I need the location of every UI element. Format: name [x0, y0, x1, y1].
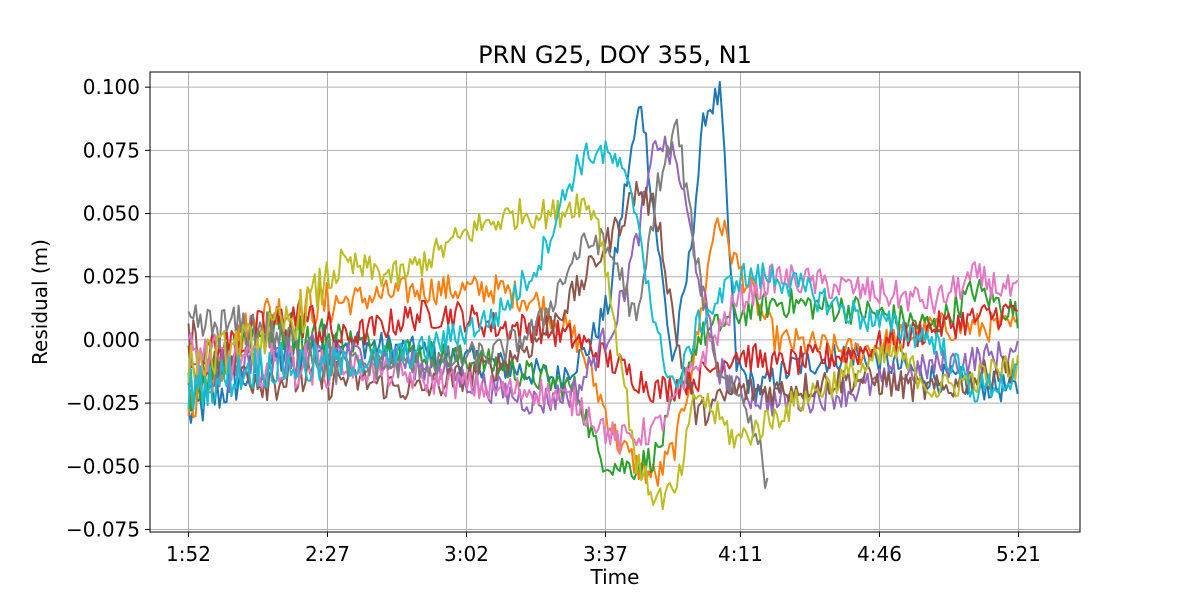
x-tick-label: 1:52	[166, 542, 211, 566]
series-line-4	[187, 296, 1019, 403]
plot-area	[187, 80, 1019, 511]
series-line-8	[187, 118, 769, 489]
y-tick-label: 0.075	[83, 138, 140, 162]
x-tick-label: 3:02	[444, 542, 489, 566]
y-tick-label: 0.100	[83, 75, 140, 99]
series-line-3	[187, 278, 1019, 481]
series-line-7	[187, 261, 1019, 454]
y-tick-label: −0.075	[66, 517, 140, 541]
series-line-9	[187, 193, 1019, 511]
x-tick-label: 4:11	[718, 542, 763, 566]
x-axis: 1:52 2:27 3:02 3:37 4:11 4:46 5:21	[166, 532, 1041, 566]
plot-frame	[149, 71, 1081, 533]
y-tick-label: 0.050	[83, 202, 140, 226]
series-line-2	[187, 217, 1019, 487]
series-line-10	[187, 140, 1018, 411]
x-axis-label: Time	[590, 565, 640, 589]
x-tick-label: 3:37	[583, 542, 628, 566]
y-tick-label: 0.025	[83, 265, 140, 289]
y-axis: 0.100 0.075 0.050 0.025 0.000 −0.025 −0.050 −0.…	[66, 75, 150, 541]
y-axis-label: Residual (m)	[28, 239, 52, 365]
y-tick-label: −0.025	[66, 391, 140, 415]
x-tick-label: 5:21	[996, 542, 1041, 566]
x-tick-label: 4:46	[857, 542, 902, 566]
x-tick-label: 2:27	[305, 542, 350, 566]
y-tick-label: 0.000	[83, 328, 140, 352]
chart-title: PRN G25, DOY 355, N1	[478, 41, 752, 69]
y-tick-label: −0.050	[66, 454, 140, 478]
